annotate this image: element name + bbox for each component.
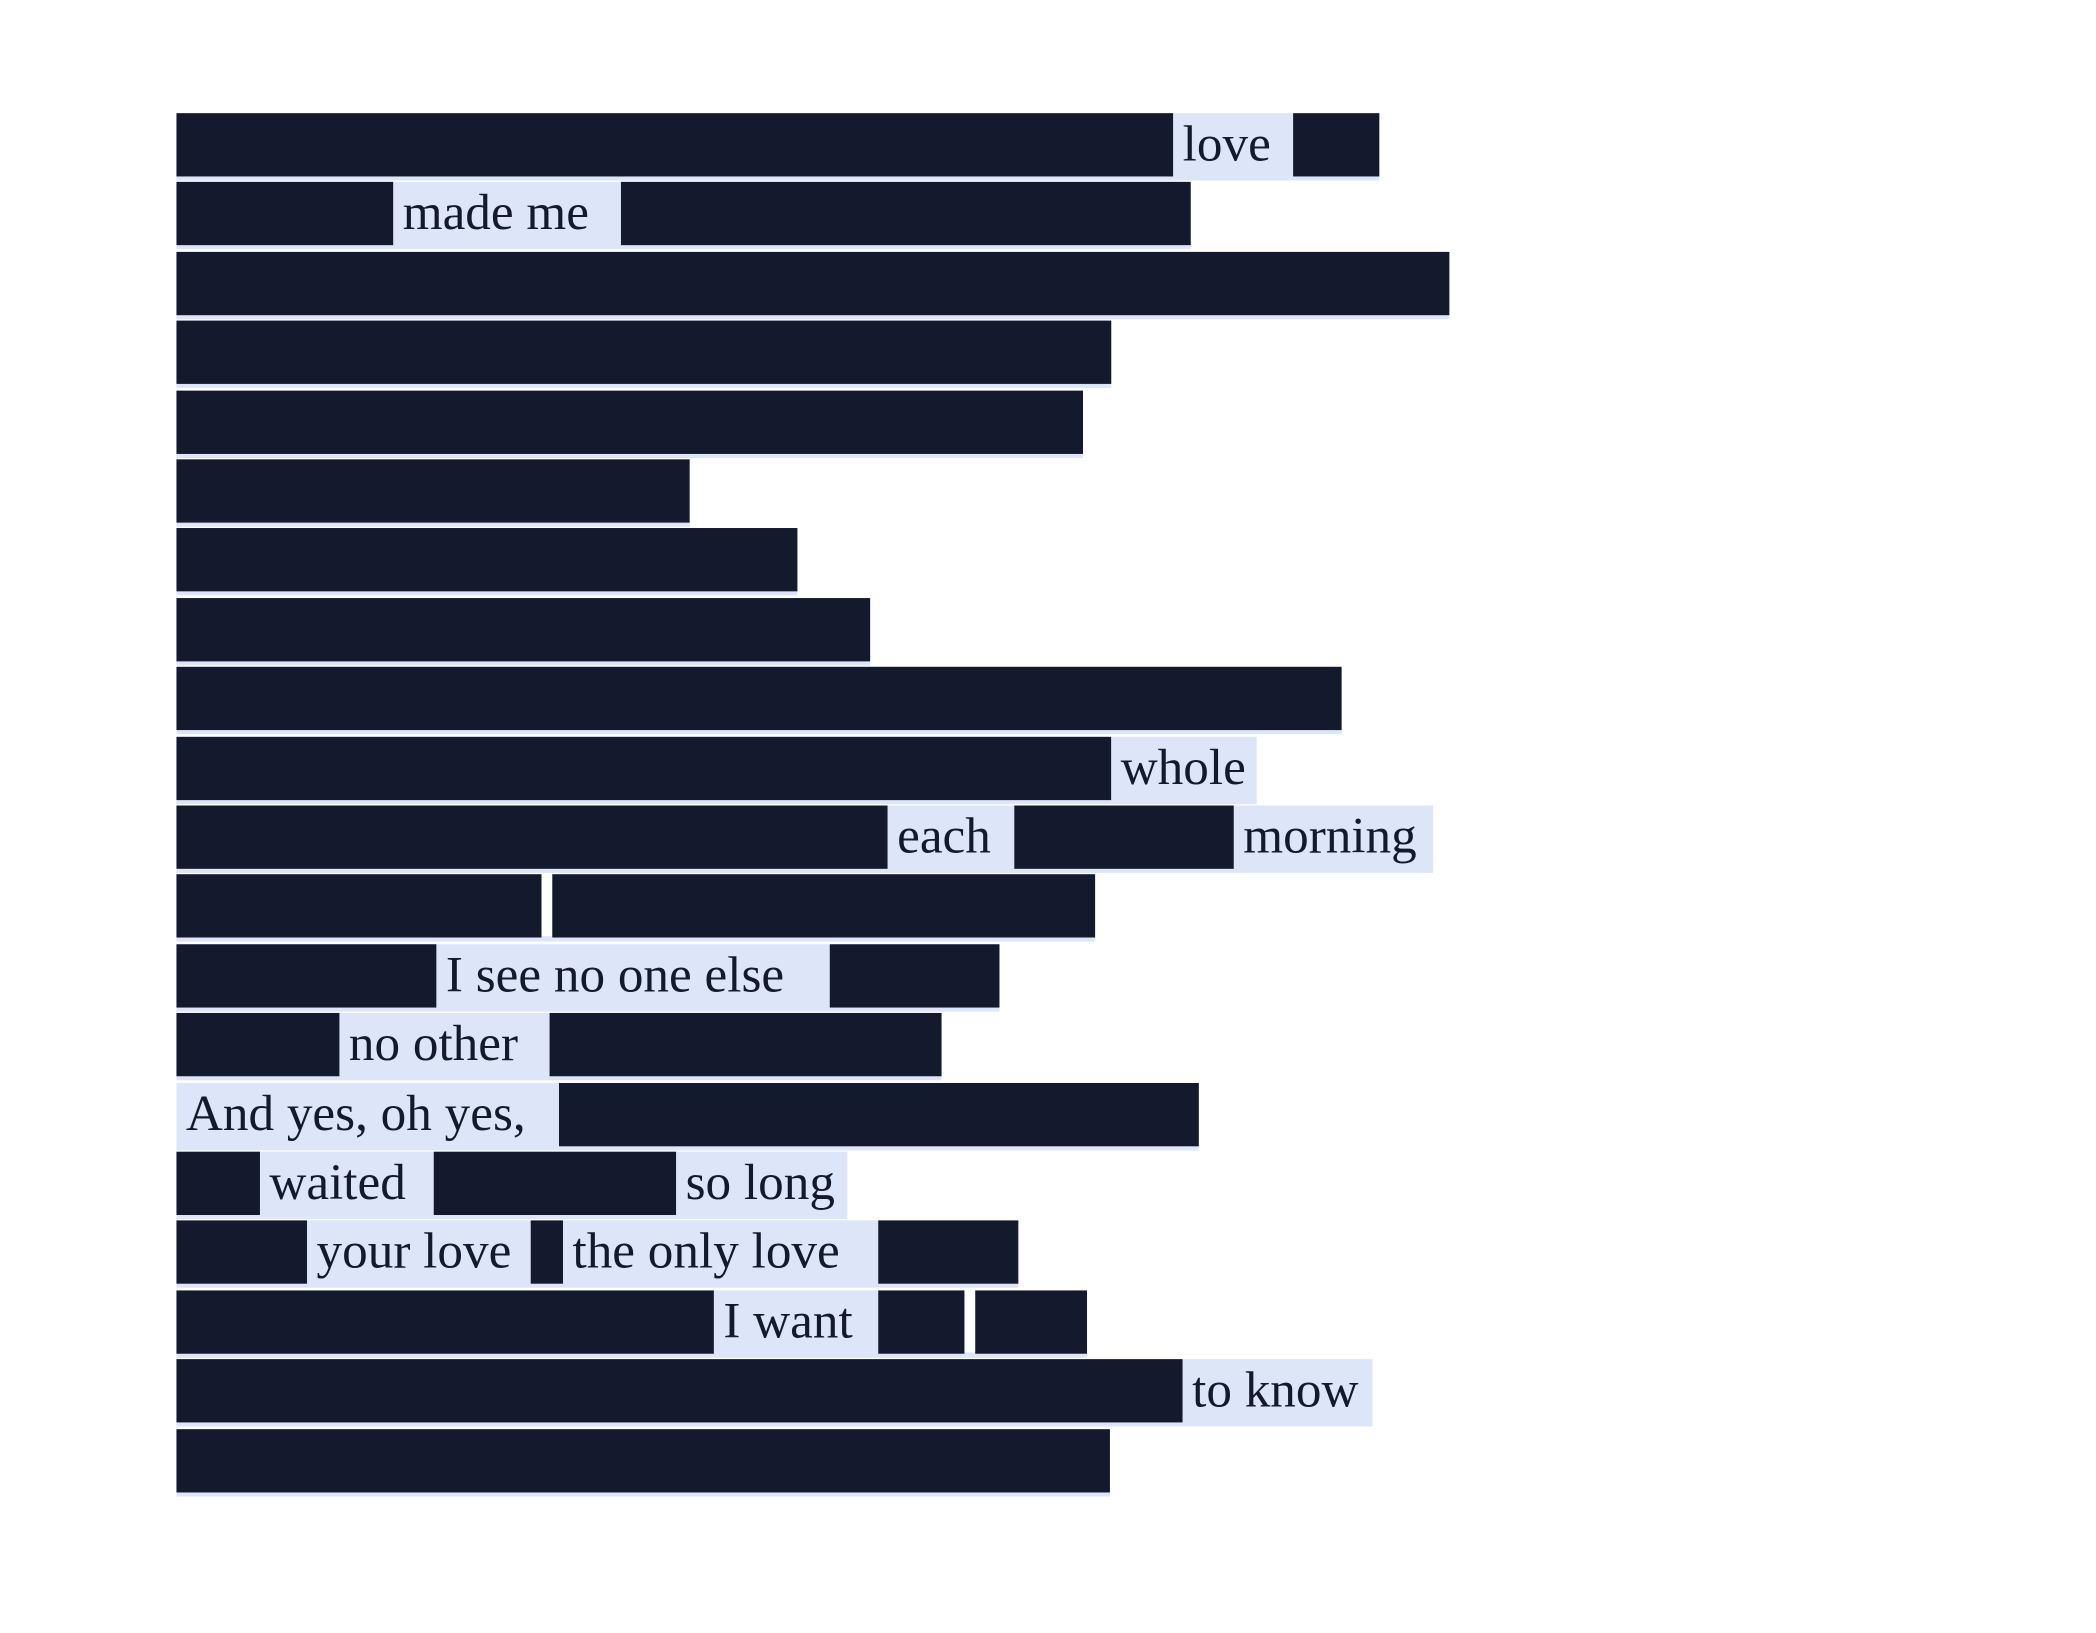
visible-words: I want bbox=[713, 1290, 879, 1354]
line-highlight bbox=[176, 452, 1083, 458]
redaction-block bbox=[1014, 805, 1234, 869]
visible-words: to know bbox=[1182, 1359, 1373, 1423]
redaction-block bbox=[176, 390, 1083, 454]
line-highlight bbox=[176, 1213, 848, 1220]
redaction-block bbox=[829, 943, 1000, 1008]
line-highlight bbox=[176, 521, 690, 527]
redaction-block bbox=[433, 1151, 677, 1215]
line-highlight bbox=[176, 382, 1112, 389]
redaction-block bbox=[176, 1220, 308, 1285]
redaction-block bbox=[176, 528, 798, 592]
visible-words: no other bbox=[339, 1013, 550, 1077]
visible-words: so long bbox=[676, 1151, 848, 1215]
redaction-block bbox=[1293, 113, 1380, 177]
visible-words: And yes, oh yes, bbox=[176, 1082, 560, 1146]
line-highlight bbox=[176, 1421, 1373, 1427]
line-highlight bbox=[176, 175, 1380, 181]
visible-words: each bbox=[887, 805, 1015, 869]
line-highlight bbox=[176, 1075, 942, 1081]
redaction-block bbox=[176, 943, 437, 1008]
line-highlight bbox=[176, 1005, 1000, 1012]
visible-words: waited bbox=[259, 1151, 434, 1215]
visible-words: whole bbox=[1111, 736, 1257, 800]
redaction-block bbox=[176, 320, 1112, 385]
redaction-block bbox=[176, 1151, 260, 1215]
line-highlight bbox=[176, 798, 1257, 804]
redaction-block bbox=[620, 182, 1191, 246]
redaction-block bbox=[176, 251, 1450, 315]
redaction-block bbox=[176, 736, 1112, 800]
redaction-block bbox=[878, 1220, 1019, 1285]
redaction-block bbox=[530, 1220, 564, 1285]
line-highlight bbox=[176, 1490, 1110, 1496]
visible-words: the only love bbox=[563, 1220, 879, 1285]
redaction-block bbox=[975, 1290, 1088, 1354]
line-highlight bbox=[176, 728, 1342, 735]
redaction-block bbox=[559, 1082, 1199, 1146]
line-highlight bbox=[176, 590, 798, 596]
redaction-block bbox=[878, 1290, 965, 1354]
redaction-block bbox=[176, 459, 690, 523]
visible-words: your love bbox=[307, 1220, 531, 1285]
line-highlight bbox=[176, 313, 1450, 319]
visible-words: morning bbox=[1233, 805, 1434, 869]
redaction-block bbox=[176, 1359, 1183, 1423]
redaction-block bbox=[176, 1428, 1110, 1492]
redaction-block bbox=[176, 597, 871, 662]
redaction-block bbox=[552, 874, 1096, 939]
redaction-block bbox=[176, 1290, 714, 1354]
redaction-block bbox=[176, 1013, 340, 1077]
line-highlight bbox=[176, 936, 1096, 943]
visible-words: I see no one else bbox=[436, 943, 830, 1008]
line-highlight bbox=[176, 1282, 1019, 1289]
line-highlight bbox=[176, 1352, 1088, 1358]
redaction-block bbox=[176, 805, 888, 869]
line-highlight bbox=[176, 867, 1434, 873]
redaction-block bbox=[549, 1013, 942, 1077]
visible-words: made me bbox=[393, 182, 621, 246]
redaction-block bbox=[176, 874, 542, 939]
visible-words: love bbox=[1173, 113, 1294, 177]
line-highlight bbox=[176, 244, 1191, 250]
line-highlight bbox=[176, 1144, 1199, 1150]
redaction-block bbox=[176, 667, 1342, 731]
redaction-block bbox=[176, 182, 394, 246]
redaction-block bbox=[176, 113, 1174, 177]
line-highlight bbox=[176, 659, 871, 666]
